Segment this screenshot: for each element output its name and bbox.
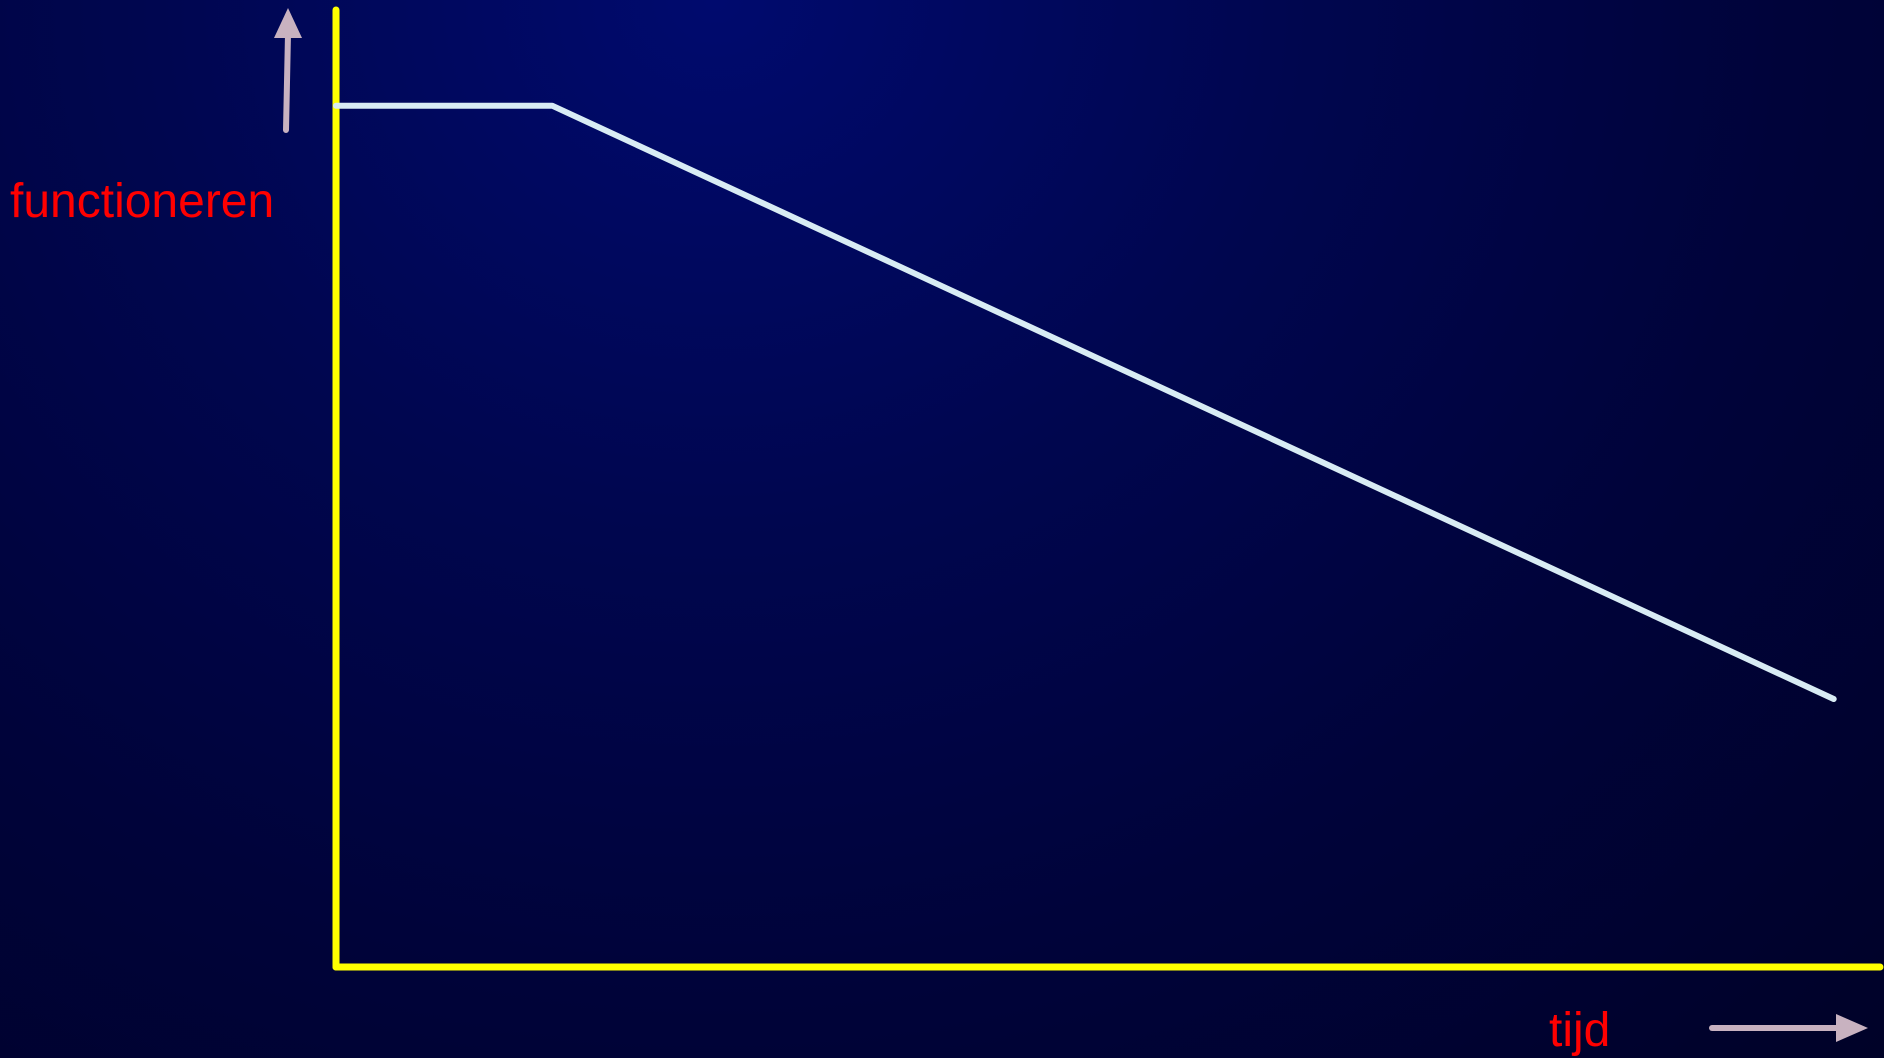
y-axis-label: functioneren	[10, 175, 275, 228]
x-axis-label: tijd	[1549, 1004, 1611, 1057]
axis-arrows	[274, 8, 1868, 1042]
x-direction-arrowhead	[1836, 1014, 1868, 1042]
series-line-0	[333, 102, 1837, 702]
chart-axes	[332, 6, 1884, 971]
chart-series	[333, 102, 1837, 702]
y-direction-arrowhead	[274, 8, 302, 38]
y-direction-arrow-shaft	[283, 31, 291, 133]
